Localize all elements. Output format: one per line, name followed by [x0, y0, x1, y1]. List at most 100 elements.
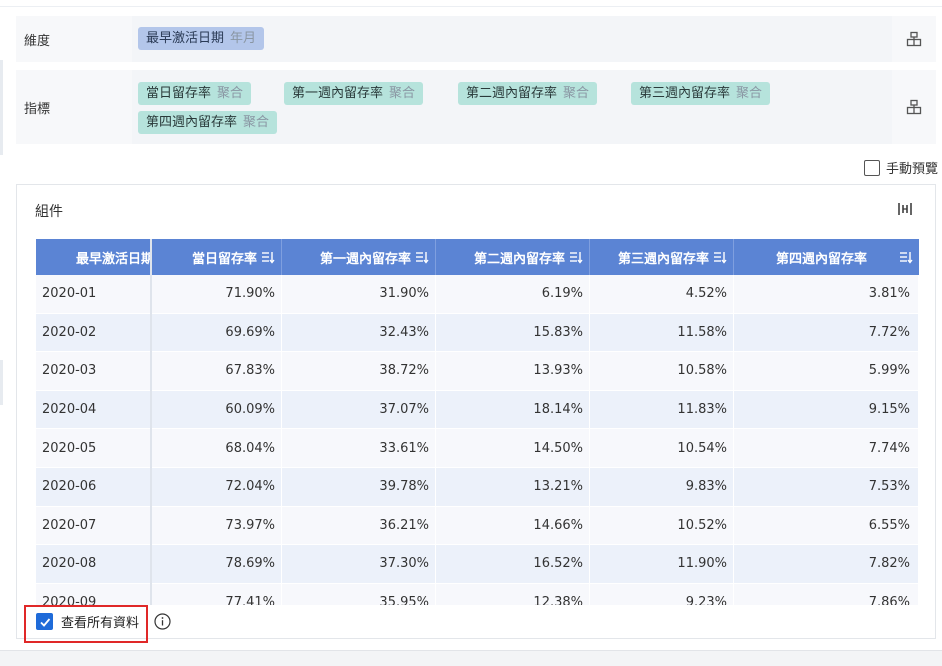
component-panel: 組件 最早激活日期 當日留存率 第一週內留存率 第二週內留存率: [16, 184, 936, 639]
left-edge-strip: [0, 360, 3, 405]
dimension-label: 維度: [24, 33, 51, 49]
info-icon: [154, 613, 171, 630]
info-button[interactable]: [154, 613, 171, 634]
date-cell: 2020-08: [36, 545, 151, 583]
top-divider: [0, 6, 942, 7]
column-width-button[interactable]: [897, 201, 913, 221]
date-cell: 2020-03: [36, 352, 151, 390]
date-cell: 2020-01: [36, 275, 151, 313]
table-row: 2020-03 67.83% 38.72% 13.93% 10.58% 5.99%: [36, 352, 919, 391]
value-cell: 6.55%: [734, 506, 919, 545]
value-cell: 33.61%: [282, 429, 436, 467]
left-edge-strip: [0, 60, 3, 155]
value-cell: 11.90%: [590, 545, 734, 583]
value-cell: 7.86%: [734, 583, 919, 605]
date-cell: 2020-05: [36, 429, 151, 467]
metric-pill-aggregation: 聚合: [563, 86, 590, 101]
value-cell: 72.04%: [151, 468, 282, 506]
highlight-box: [24, 605, 148, 643]
table-row: 2020-04 60.09% 37.07% 18.14% 11.83% 9.15%: [36, 390, 919, 430]
header-label: 第四週內留存率: [775, 251, 867, 267]
value-cell: 77.41%: [151, 583, 282, 605]
metric-pill[interactable]: 第一週內留存率 聚合: [284, 82, 424, 105]
value-cell: 10.54%: [590, 429, 734, 467]
value-cell: 38.72%: [282, 352, 436, 390]
value-cell: 11.58%: [590, 313, 734, 352]
date-cell: 2020-04: [36, 390, 151, 429]
hierarchy-icon: [906, 99, 922, 115]
header-label: 第二週內留存率: [473, 251, 565, 267]
value-cell: 18.14%: [436, 390, 590, 429]
value-cell: 15.83%: [436, 313, 590, 352]
dimension-row: 維度 最早激活日期 年月: [16, 16, 936, 62]
value-cell: 78.69%: [151, 545, 282, 583]
value-cell: 68.04%: [151, 429, 282, 467]
metric-row: 指標 當日留存率 聚合 第一週內留存率 聚合 第二週內留存率 聚合 第三週內留存率 聚合…: [16, 70, 936, 144]
frozen-column-divider: [150, 239, 152, 605]
table-row: 2020-09 77.41% 35.95% 12.38% 9.23% 7.86%: [36, 583, 919, 605]
header-cell-day0[interactable]: 當日留存率: [151, 239, 282, 275]
date-cell: 2020-09: [36, 583, 151, 605]
metric-pill-name: 第四週內留存率: [146, 115, 238, 130]
header-label: 第一週內留存率: [319, 251, 411, 267]
view-all-checkbox[interactable]: [36, 613, 53, 630]
value-cell: 7.74%: [734, 429, 919, 467]
value-cell: 7.82%: [734, 545, 919, 583]
header-cell-week3[interactable]: 第三週內留存率: [590, 239, 734, 275]
header-label: 當日留存率: [191, 251, 257, 267]
value-cell: 14.66%: [436, 506, 590, 545]
sort-icon[interactable]: [713, 250, 727, 264]
header-cell-week2[interactable]: 第二週內留存率: [436, 239, 590, 275]
value-cell: 14.50%: [436, 429, 590, 467]
panel-title: 組件: [35, 204, 63, 220]
metric-pill-aggregation: 聚合: [736, 86, 763, 101]
value-cell: 6.19%: [436, 275, 590, 313]
sort-icon[interactable]: [899, 250, 913, 264]
metric-drop-zone[interactable]: 當日留存率 聚合 第一週內留存率 聚合 第二週內留存率 聚合 第三週內留存率 聚合 第四…: [132, 70, 892, 144]
bottom-status-bar: [0, 650, 942, 666]
manual-preview-toggle[interactable]: 手動預覽: [863, 158, 938, 177]
header-cell-activation-date[interactable]: 最早激活日期: [36, 239, 151, 275]
value-cell: 5.99%: [734, 352, 919, 390]
metric-pill-aggregation: 聚合: [217, 86, 244, 101]
value-cell: 10.58%: [590, 352, 734, 390]
value-cell: 7.72%: [734, 313, 919, 352]
view-all-label[interactable]: 查看所有資料: [61, 616, 140, 631]
dimension-pill[interactable]: 最早激活日期 年月: [138, 27, 265, 50]
metric-label: 指標: [24, 101, 51, 117]
manual-preview-checkbox[interactable]: [863, 159, 880, 176]
value-cell: 31.90%: [282, 275, 436, 313]
header-cell-week4[interactable]: 第四週內留存率: [734, 239, 919, 275]
sort-icon[interactable]: [569, 250, 583, 264]
value-cell: 9.23%: [590, 583, 734, 605]
date-cell: 2020-07: [36, 506, 151, 545]
value-cell: 12.38%: [436, 583, 590, 605]
value-cell: 35.95%: [282, 583, 436, 605]
dimension-pill-name: 最早激活日期: [146, 31, 225, 46]
value-cell: 39.78%: [282, 468, 436, 506]
metric-pill-aggregation: 聚合: [389, 86, 416, 101]
header-cell-week1[interactable]: 第一週內留存率: [282, 239, 436, 275]
data-table: 最早激活日期 當日留存率 第一週內留存率 第二週內留存率 第三週內留存率 第四週…: [36, 239, 919, 605]
value-cell: 71.90%: [151, 275, 282, 313]
value-cell: 36.21%: [282, 506, 436, 545]
check-icon: [39, 617, 50, 627]
value-cell: 11.83%: [590, 390, 734, 429]
sort-icon[interactable]: [261, 250, 275, 264]
metric-pill[interactable]: 第三週內留存率 聚合: [631, 82, 771, 105]
table-row: 2020-01 71.90% 31.90% 6.19% 4.52% 3.81%: [36, 275, 919, 314]
metric-pill[interactable]: 第二週內留存率 聚合: [458, 82, 598, 105]
metric-pill[interactable]: 第四週內留存率 聚合: [138, 111, 278, 134]
dimension-pill-granularity: 年月: [230, 31, 257, 46]
dimension-hierarchy-button[interactable]: [892, 16, 936, 62]
table-row: 2020-06 72.04% 39.78% 13.21% 9.83% 7.53%: [36, 468, 919, 507]
sort-icon[interactable]: [415, 250, 429, 264]
value-cell: 10.52%: [590, 506, 734, 545]
metric-pill[interactable]: 當日留存率 聚合: [138, 82, 252, 105]
manual-preview-label: 手動預覽: [885, 162, 938, 177]
metric-hierarchy-button[interactable]: [892, 70, 936, 144]
dimension-drop-zone[interactable]: 最早激活日期 年月: [132, 16, 892, 62]
value-cell: 73.97%: [151, 506, 282, 545]
table-row: 2020-05 68.04% 33.61% 14.50% 10.54% 7.74%: [36, 429, 919, 468]
value-cell: 9.83%: [590, 468, 734, 506]
